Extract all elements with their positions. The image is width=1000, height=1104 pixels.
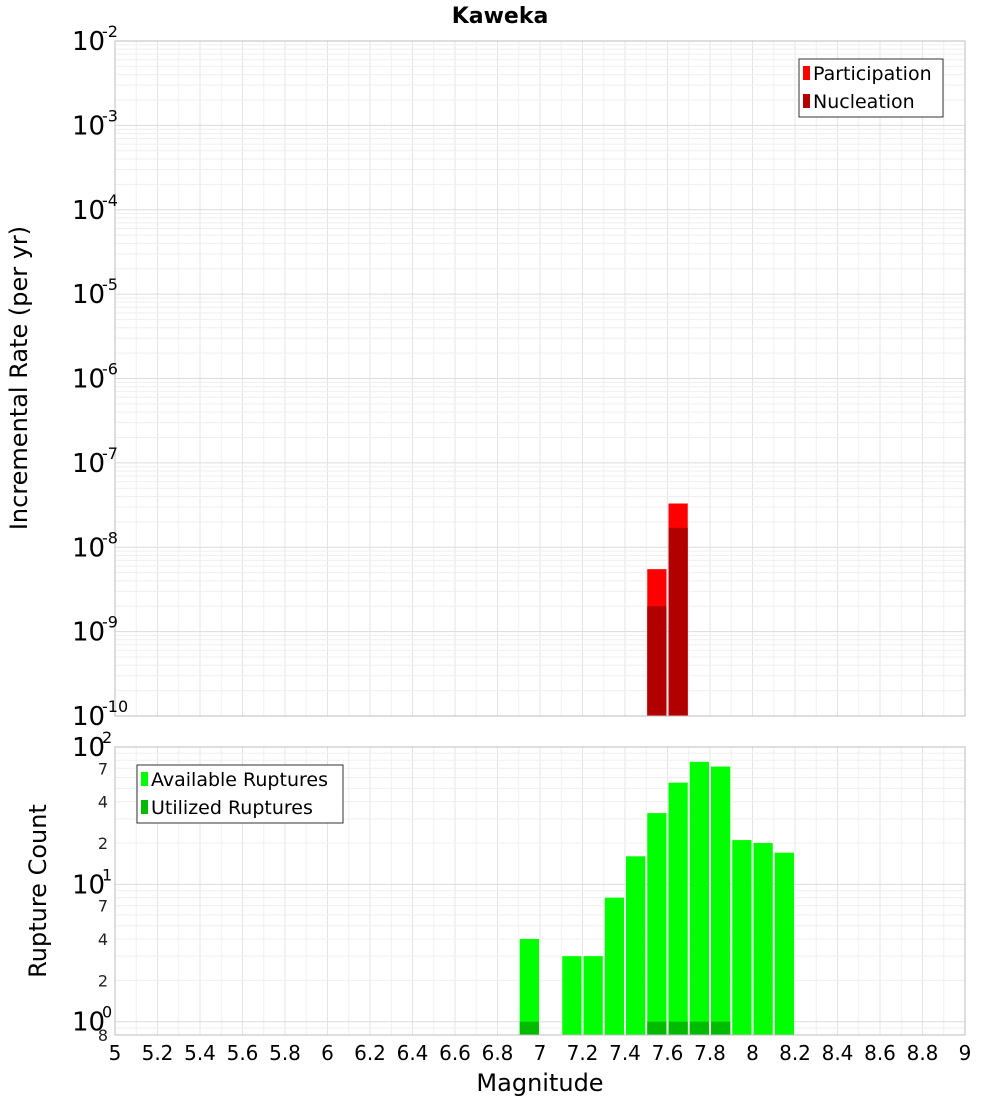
- bar-nucleation: [647, 606, 667, 716]
- bar-utilized-ruptures: [668, 1021, 688, 1035]
- bar-utilized-ruptures: [647, 1021, 667, 1035]
- x-tick-label: 6.8: [482, 1041, 514, 1065]
- x-tick-label: 7.2: [567, 1041, 599, 1065]
- y-minor-tick-label: 4: [98, 930, 108, 949]
- y-tick-exponent: 0: [102, 1003, 112, 1022]
- y-tick-exponent: -3: [102, 106, 118, 125]
- y-tick-label: 10: [72, 196, 105, 226]
- x-tick-label: 8: [746, 1041, 759, 1065]
- y-tick-label: 10: [72, 280, 105, 310]
- y-tick-exponent: -2: [102, 22, 118, 41]
- legend-label: Participation: [813, 63, 932, 85]
- y-tick-exponent: -4: [102, 191, 118, 210]
- x-tick-label: 6.4: [397, 1041, 429, 1065]
- legend-box: [136, 764, 344, 824]
- legend-label: Nucleation: [813, 91, 915, 113]
- bar-available-ruptures: [732, 840, 752, 1035]
- y-tick-exponent: 1: [102, 865, 112, 884]
- y-tick-label: 10: [72, 702, 105, 732]
- bar-available-ruptures: [519, 939, 539, 1035]
- y-tick-label: 10: [72, 733, 105, 763]
- y-tick-exponent: -9: [102, 613, 118, 632]
- x-tick-label: 5.2: [142, 1041, 174, 1065]
- x-tick-label: 8.8: [907, 1041, 939, 1065]
- x-tick-label: 5.6: [227, 1041, 259, 1065]
- x-tick-label: 6: [321, 1041, 334, 1065]
- bar-available-ruptures: [562, 956, 582, 1035]
- bar-available-ruptures: [647, 813, 667, 1035]
- legend-box: [798, 58, 944, 118]
- x-axis-label: Magnitude: [476, 1069, 603, 1097]
- x-tick-label: 7.4: [609, 1041, 641, 1065]
- x-tick-label: 9: [959, 1041, 972, 1065]
- y-minor-tick-label: 8: [98, 1026, 108, 1045]
- bar-available-ruptures: [753, 843, 773, 1035]
- y-tick-label: 10: [72, 365, 105, 395]
- x-tick-label: 5.8: [269, 1041, 301, 1065]
- x-tick-label: 6.2: [354, 1041, 386, 1065]
- x-tick-label: 6.6: [439, 1041, 471, 1065]
- bar-available-ruptures: [711, 766, 731, 1035]
- bar-utilized-ruptures: [711, 1021, 731, 1035]
- x-tick-label: 5.4: [184, 1041, 216, 1065]
- y-tick-exponent: -8: [102, 528, 118, 547]
- y-tick-exponent: 2: [102, 728, 112, 747]
- panel-0: 10-1010-910-810-710-610-510-410-310-2Par…: [72, 22, 966, 732]
- plot-frame-0: [114, 40, 966, 717]
- y-minor-tick-label: 4: [98, 793, 108, 812]
- bar-available-ruptures: [774, 852, 794, 1035]
- legend-swatch: [141, 800, 148, 814]
- x-tick-label: 5: [109, 1041, 122, 1065]
- x-tick-label: 8.4: [822, 1041, 854, 1065]
- y-tick-exponent: -10: [102, 697, 128, 716]
- bar-available-ruptures: [668, 782, 688, 1035]
- x-tick-label: 8.6: [864, 1041, 896, 1065]
- y-minor-tick-label: 7: [98, 759, 108, 778]
- legend-label: Utilized Ruptures: [151, 797, 313, 819]
- bar-available-ruptures: [626, 856, 646, 1035]
- legend-0: Participation Nucleation: [798, 58, 944, 118]
- bar-utilized-ruptures: [689, 1021, 709, 1035]
- bar-available-ruptures: [604, 897, 624, 1035]
- y-axis-label-rate: Incremental Rate (per yr): [5, 226, 33, 530]
- chart-title: Kaweka: [452, 4, 549, 29]
- bar-nucleation: [668, 527, 688, 716]
- legend-label: Available Ruptures: [151, 769, 328, 791]
- bar-utilized-ruptures: [519, 1021, 539, 1035]
- y-minor-tick-label: 2: [98, 971, 108, 990]
- y-tick-label: 10: [72, 870, 105, 900]
- y-tick-label: 10: [72, 111, 105, 141]
- y-tick-label: 10: [72, 1008, 105, 1038]
- y-axis-label-count: Rupture Count: [24, 804, 52, 978]
- bar-available-ruptures: [583, 956, 603, 1035]
- legend-swatch: [803, 94, 810, 108]
- bar-available-ruptures: [689, 761, 709, 1035]
- x-tick-label: 8.2: [779, 1041, 811, 1065]
- x-tick-label: 7.8: [694, 1041, 726, 1065]
- y-tick-exponent: -6: [102, 360, 118, 379]
- y-minor-tick-label: 7: [98, 897, 108, 916]
- y-tick-exponent: -7: [102, 444, 118, 463]
- plot-frame-1: [114, 746, 966, 1036]
- y-tick-label: 10: [72, 533, 105, 563]
- y-tick-label: 10: [72, 618, 105, 648]
- y-tick-label: 10: [72, 27, 105, 57]
- y-minor-tick-label: 2: [98, 834, 108, 853]
- legend-swatch: [803, 66, 810, 80]
- x-tick-label: 7.6: [652, 1041, 684, 1065]
- legend-1: Available Ruptures Utilized Ruptures: [136, 764, 344, 824]
- x-tick-label: 7: [534, 1041, 547, 1065]
- y-tick-exponent: -5: [102, 275, 118, 294]
- legend-swatch: [141, 772, 148, 786]
- y-tick-label: 10: [72, 449, 105, 479]
